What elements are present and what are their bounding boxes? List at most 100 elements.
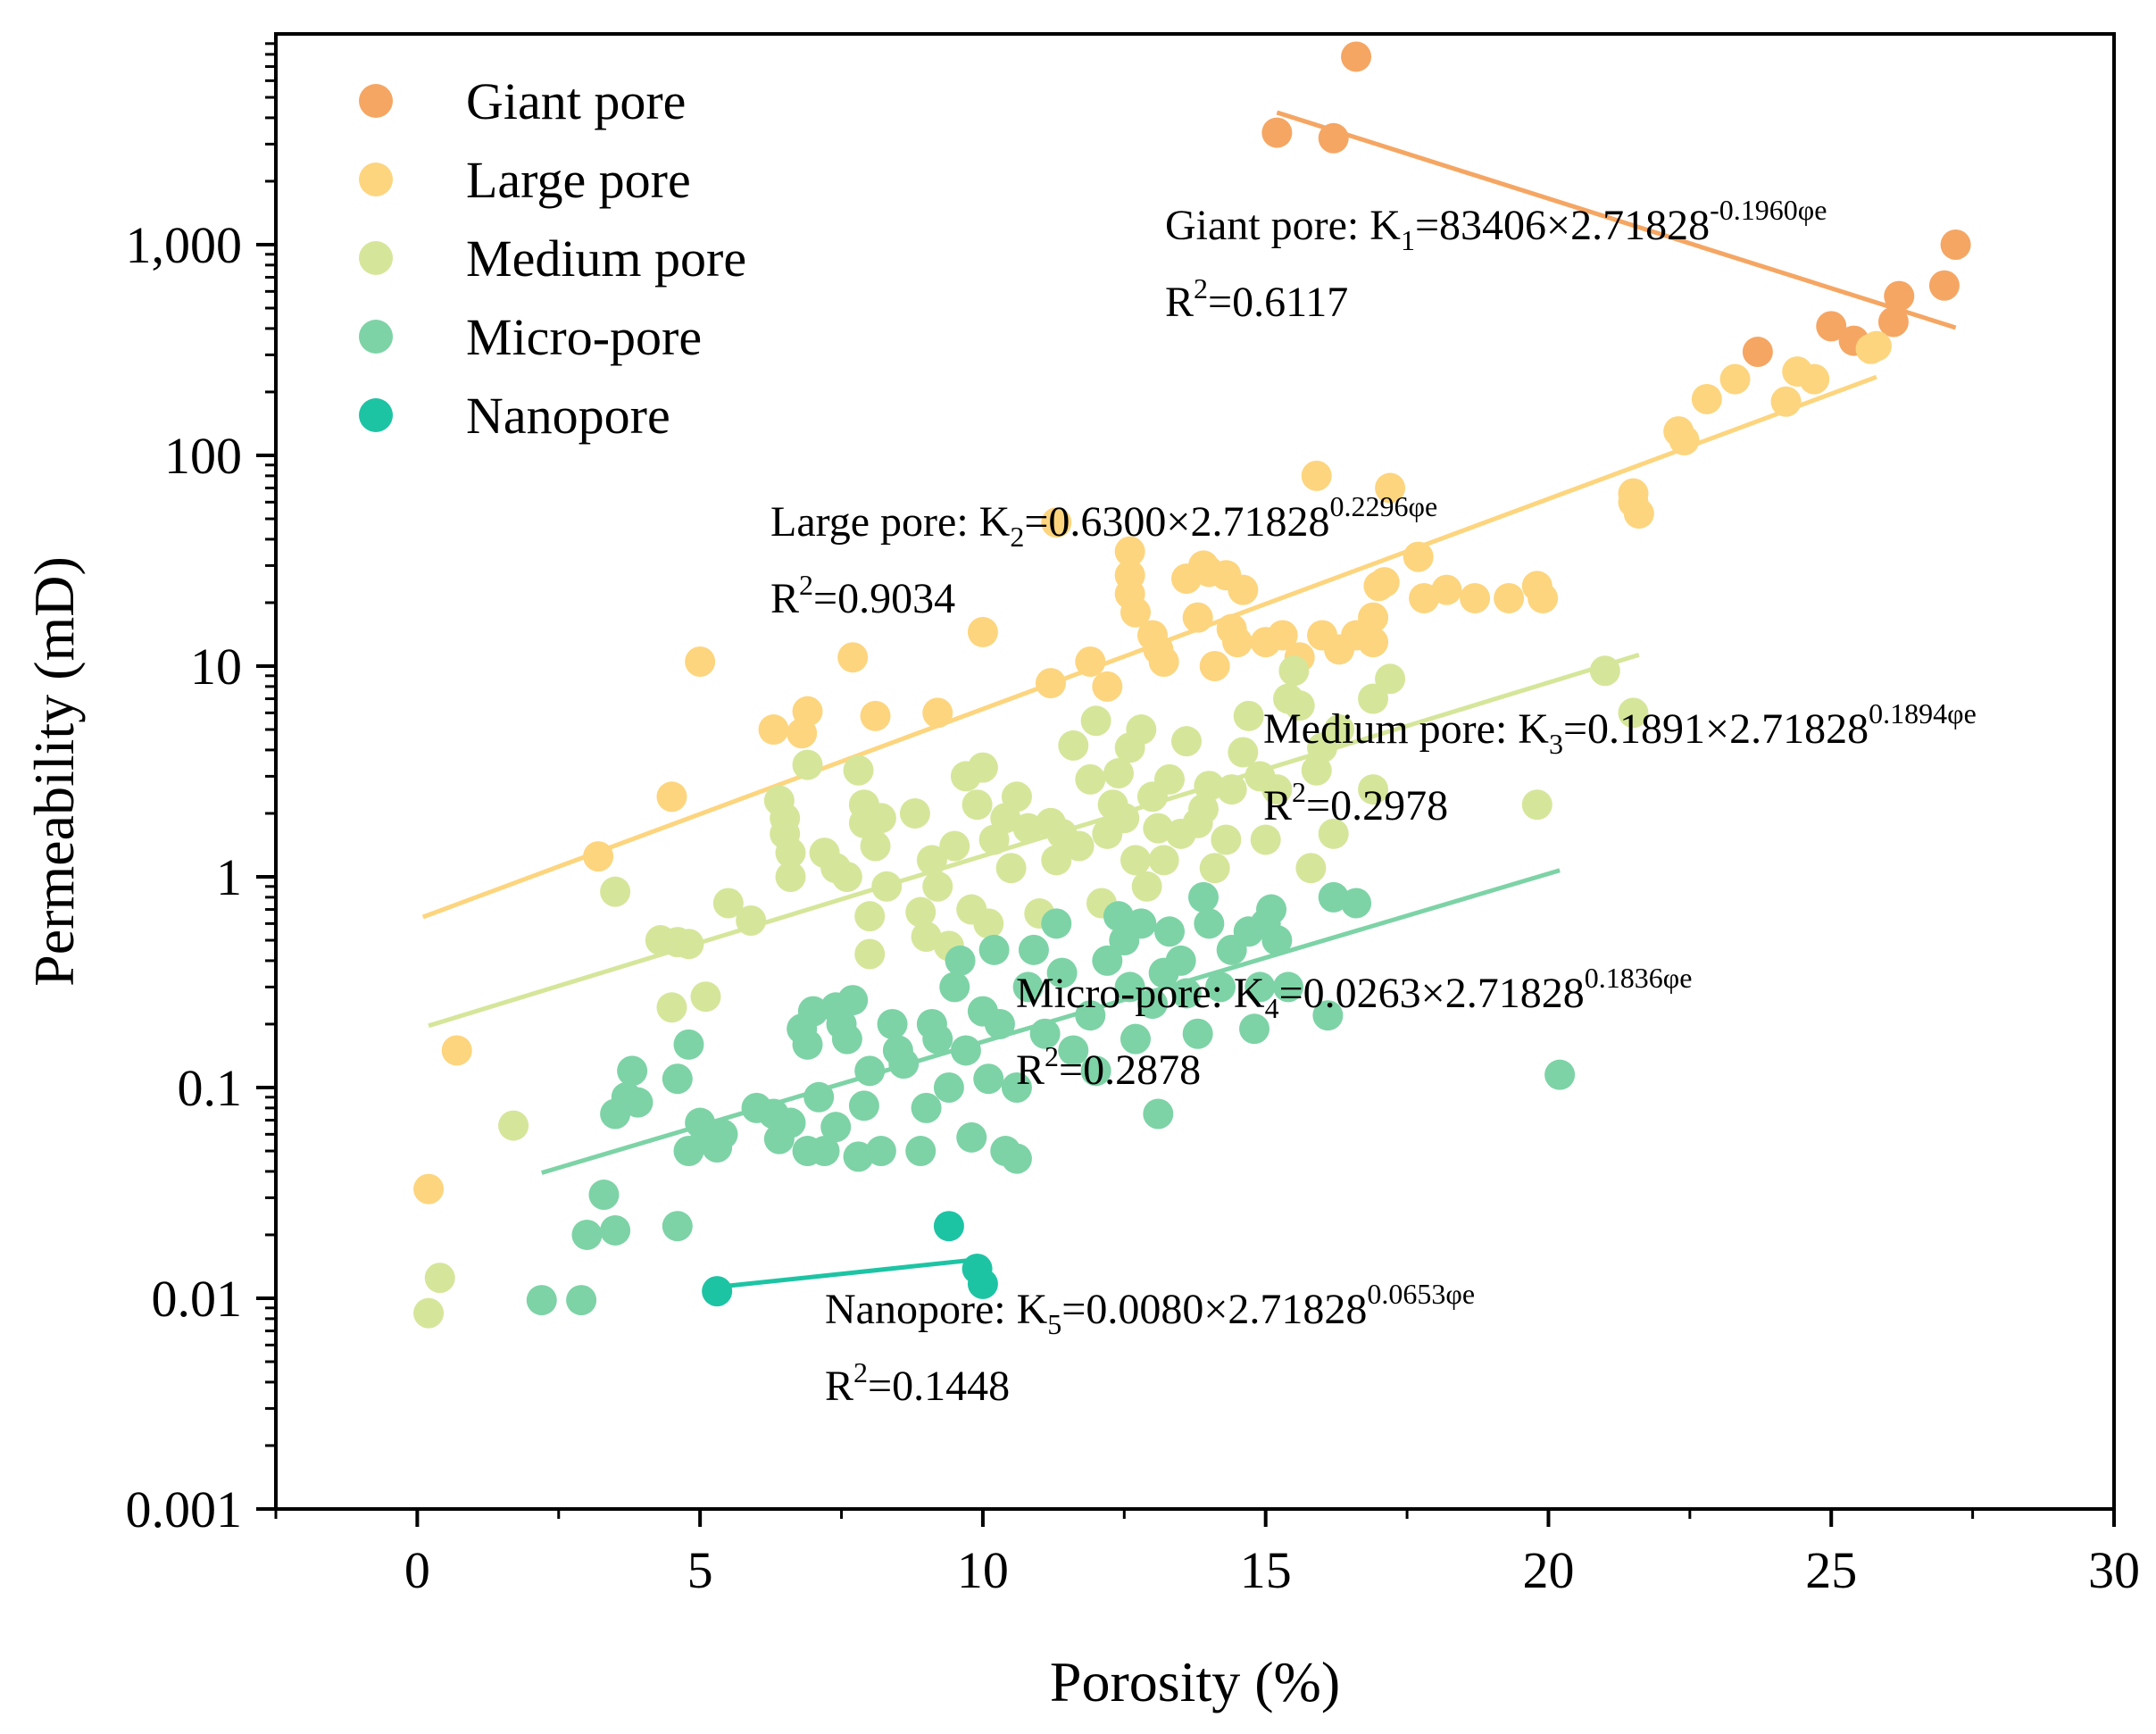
data-point — [831, 862, 862, 892]
data-point — [916, 845, 947, 876]
legend-marker — [359, 241, 393, 275]
legend-marker — [359, 320, 393, 354]
y-axis-label: Permeability (mD) — [22, 556, 86, 987]
data-point — [933, 1072, 964, 1103]
data-point — [956, 1121, 987, 1153]
legend-marker — [359, 398, 393, 432]
data-point — [1035, 668, 1066, 699]
data-point — [877, 1008, 908, 1039]
data-point — [961, 789, 993, 821]
x-tick-label: 20 — [1522, 1541, 1574, 1599]
data-point — [662, 1211, 693, 1242]
data-point — [1256, 894, 1287, 925]
data-point — [792, 696, 823, 727]
x-tick-label: 15 — [1240, 1541, 1292, 1599]
data-point — [911, 1092, 942, 1123]
data-point — [820, 1112, 852, 1143]
y-tick-label: 0.001 — [126, 1480, 243, 1538]
data-point — [854, 901, 886, 932]
legend-label: Large pore — [466, 151, 691, 209]
data-point — [1589, 655, 1620, 687]
fit-line-0 — [1276, 110, 1957, 330]
data-point — [848, 1090, 879, 1121]
data-point — [1301, 754, 1332, 786]
y-tick-label: 100 — [164, 427, 242, 485]
data-point — [1318, 122, 1349, 154]
axes: 0 5 10 15 20 25 30 0.001 0.01 0.1 1 10 100 1,000 — [126, 32, 2140, 1599]
y-tick-label: 1,000 — [126, 216, 243, 274]
equation-label: Nanopore: K5=0.0080×2.718280.0653φe — [825, 1278, 1475, 1340]
data-point — [1120, 1023, 1151, 1055]
data-points — [413, 41, 1971, 1329]
data-point — [1521, 789, 1552, 821]
data-point — [1046, 957, 1078, 988]
data-point — [922, 871, 953, 902]
data-point — [899, 797, 930, 829]
r-squared-label: R2=0.2978 — [1263, 776, 1448, 829]
x-tick-label: 25 — [1805, 1541, 1857, 1599]
data-point — [1018, 934, 1049, 965]
data-point — [967, 1268, 998, 1299]
data-point — [905, 896, 936, 928]
data-point — [622, 1087, 653, 1118]
data-point — [1267, 620, 1298, 651]
data-point — [1295, 853, 1327, 884]
data-point — [1216, 774, 1247, 805]
data-point — [1188, 881, 1220, 913]
x-tick-label: 30 — [2088, 1541, 2140, 1599]
data-point — [1358, 602, 1389, 633]
data-point — [600, 1214, 631, 1246]
data-point — [583, 841, 614, 872]
data-point — [1199, 651, 1230, 681]
data-point — [1153, 763, 1185, 795]
y-tick-label: 0.01 — [152, 1270, 243, 1328]
data-point — [1114, 536, 1145, 567]
data-point — [1318, 818, 1349, 849]
data-point — [933, 1211, 964, 1242]
data-point — [1075, 1000, 1106, 1031]
x-tick-label: 0 — [404, 1541, 430, 1599]
data-point — [978, 934, 1010, 965]
data-point — [860, 830, 891, 862]
data-point — [1770, 386, 1802, 417]
data-point — [617, 1055, 648, 1087]
data-point — [1301, 460, 1332, 491]
data-point — [1691, 383, 1722, 414]
data-point — [712, 888, 744, 919]
data-point — [1273, 971, 1304, 1003]
data-point — [526, 1285, 557, 1316]
data-point — [1170, 726, 1202, 757]
legend-marker — [359, 163, 393, 196]
data-point — [1211, 824, 1242, 855]
data-point — [1092, 945, 1123, 976]
data-point — [1153, 916, 1185, 947]
data-point — [1182, 602, 1213, 633]
data-point — [854, 938, 886, 970]
data-point — [1194, 908, 1225, 939]
data-point — [1194, 771, 1225, 802]
r-squared-label: R2=0.9034 — [770, 569, 955, 622]
data-point — [685, 646, 716, 677]
data-point — [860, 700, 891, 731]
data-point — [1928, 270, 1960, 301]
data-point — [656, 781, 687, 813]
data-point — [1012, 971, 1044, 1003]
data-point — [1816, 311, 1847, 342]
legend: Giant pore Large pore Medium pore Micro-por… — [359, 72, 746, 445]
data-point — [1284, 690, 1315, 721]
data-point — [1165, 945, 1196, 976]
y-tick-label: 1 — [216, 848, 242, 906]
data-point — [1012, 813, 1044, 844]
data-point — [995, 853, 1027, 884]
data-point — [1126, 714, 1157, 746]
data-point — [1222, 627, 1253, 658]
data-point — [809, 1136, 840, 1167]
data-point — [1742, 337, 1773, 368]
data-point — [1120, 596, 1151, 628]
data-point — [673, 929, 704, 960]
data-point — [1114, 971, 1145, 1003]
data-point — [1131, 871, 1162, 902]
data-point — [673, 1029, 704, 1060]
legend-label: Giant pore — [466, 72, 686, 130]
